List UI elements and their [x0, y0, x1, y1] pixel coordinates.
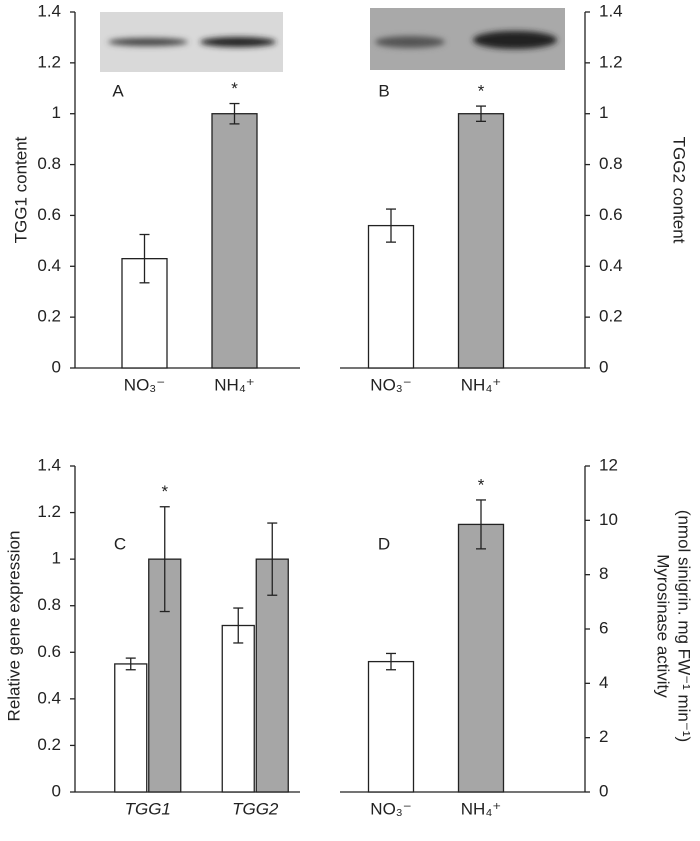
- significance-marker: *: [231, 79, 238, 98]
- y-tick-label: 0.2: [37, 307, 61, 326]
- y-tick-label: 0.8: [599, 154, 623, 173]
- error-bar: [386, 652, 396, 671]
- y-tick-label: 1.4: [599, 1, 623, 20]
- blot-a: [100, 12, 283, 72]
- y-tick-label: 1: [52, 103, 61, 122]
- y-tick-label: 0.6: [599, 205, 623, 224]
- y-tick-label: 12: [599, 455, 618, 474]
- x-tick-label: NO₃⁻: [124, 375, 165, 394]
- y-tick-label: 0: [52, 357, 61, 376]
- y-tick-label: 2: [599, 727, 608, 746]
- error-bar: [476, 499, 486, 550]
- significance-marker: *: [161, 482, 168, 501]
- x-tick-label: NO₃⁻: [370, 799, 411, 818]
- panel-label: A: [112, 81, 124, 100]
- y-tick-label: 6: [599, 618, 608, 637]
- y-axis-title: (nmol sinigrin. mg FW⁻¹ min⁻¹): [675, 510, 694, 742]
- bar: [367, 660, 415, 793]
- y-tick-label: 0: [599, 357, 608, 376]
- y-tick-label: 0: [52, 781, 61, 800]
- bar: [255, 558, 289, 793]
- y-axis-title: Relative gene expression: [4, 531, 23, 722]
- bar: [221, 624, 255, 793]
- y-tick-label: 1.2: [599, 52, 623, 71]
- error-bar: [233, 607, 244, 644]
- y-tick-label: 4: [599, 673, 608, 692]
- bar: [121, 258, 168, 369]
- bar: [114, 663, 148, 793]
- y-tick-label: 1.2: [37, 52, 61, 71]
- y-tick-label: 8: [599, 564, 608, 583]
- error-bar: [267, 522, 278, 596]
- x-tick-label: TGG2: [232, 799, 279, 818]
- y-tick-label: 1.4: [37, 455, 61, 474]
- panel-label: B: [378, 81, 389, 100]
- y-tick-label: 10: [599, 510, 618, 529]
- error-bar: [476, 105, 486, 122]
- y-axis-title: TGG2 content: [670, 137, 689, 244]
- x-tick-label: NH₄⁺: [461, 375, 501, 394]
- error-bar: [229, 102, 240, 125]
- bar: [211, 113, 258, 369]
- y-tick-label: 1.4: [37, 1, 61, 20]
- bar: [367, 224, 415, 369]
- significance-marker: *: [478, 82, 485, 101]
- panel-label: D: [378, 534, 390, 553]
- y-tick-label: 1.2: [37, 502, 61, 521]
- y-tick-label: 0.6: [37, 642, 61, 661]
- error-bar: [125, 657, 136, 671]
- significance-marker: *: [478, 475, 485, 494]
- bar: [457, 523, 505, 793]
- y-axis-title: Myrosinase activity: [654, 554, 673, 698]
- y-axis-title: TGG1 content: [11, 136, 30, 243]
- y-tick-label: 0.2: [599, 307, 623, 326]
- y-tick-label: 0.4: [37, 256, 61, 275]
- x-tick-label: NH₄⁺: [461, 799, 501, 818]
- error-bar: [159, 506, 170, 613]
- x-tick-label: NO₃⁻: [370, 375, 411, 394]
- blot-b: [370, 8, 565, 70]
- y-tick-label: 0.8: [37, 595, 61, 614]
- y-tick-label: 0.6: [37, 205, 61, 224]
- y-tick-label: 0: [599, 781, 608, 800]
- error-bar: [386, 208, 396, 243]
- x-tick-label: NH₄⁺: [214, 375, 254, 394]
- y-tick-label: 1: [599, 103, 608, 122]
- y-tick-label: 0.4: [599, 256, 623, 275]
- y-tick-label: 1: [52, 549, 61, 568]
- y-tick-label: 0.8: [37, 154, 61, 173]
- y-tick-label: 0.4: [37, 688, 61, 707]
- bar: [457, 113, 505, 369]
- panel-label: C: [114, 534, 126, 553]
- x-tick-label: TGG1: [125, 799, 171, 818]
- error-bar: [139, 233, 150, 284]
- y-tick-label: 0.2: [37, 735, 61, 754]
